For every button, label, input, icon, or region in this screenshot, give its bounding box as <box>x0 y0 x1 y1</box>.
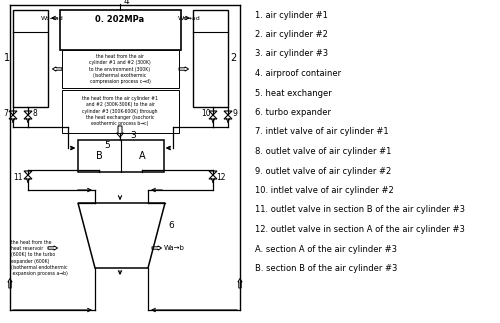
Bar <box>13 10 48 107</box>
Bar <box>62 90 179 133</box>
Text: 2: 2 <box>230 53 236 63</box>
Text: 10. intlet valve of air cylinder #2: 10. intlet valve of air cylinder #2 <box>255 186 394 195</box>
Text: 1: 1 <box>4 53 10 63</box>
Text: A: A <box>138 151 145 161</box>
Bar <box>78 140 164 172</box>
Text: 3. air cylinder #3: 3. air cylinder #3 <box>255 49 328 58</box>
Text: 5: 5 <box>104 141 110 150</box>
Text: 8. outlet valve of air cylinder #1: 8. outlet valve of air cylinder #1 <box>255 147 392 156</box>
Text: 12: 12 <box>216 173 226 182</box>
Text: 9: 9 <box>232 109 237 119</box>
Text: 4: 4 <box>124 0 130 6</box>
Text: 1. air cylinder #1: 1. air cylinder #1 <box>255 11 328 19</box>
Text: 7: 7 <box>4 109 8 119</box>
Bar <box>193 10 228 107</box>
Text: A. section A of the air cylinder #3: A. section A of the air cylinder #3 <box>255 245 397 254</box>
Text: 4. airproof container: 4. airproof container <box>255 69 341 78</box>
Text: 8: 8 <box>32 109 38 119</box>
Text: 11: 11 <box>13 173 23 182</box>
Text: Wc→ad: Wc→ad <box>40 16 64 20</box>
Text: Wa→b: Wa→b <box>164 245 185 251</box>
Text: 6: 6 <box>168 221 174 230</box>
Text: B: B <box>96 151 102 161</box>
Text: the heat from the air cylinder #1
and #2 (300K-300K) to the air
cylinder #3 (300: the heat from the air cylinder #1 and #2… <box>82 96 158 126</box>
Text: 9. outlet valve of air cylinder #2: 9. outlet valve of air cylinder #2 <box>255 166 391 175</box>
Text: 3: 3 <box>130 131 136 141</box>
Text: 11. outlet valve in section B of the air cylinder #3: 11. outlet valve in section B of the air… <box>255 205 465 214</box>
Text: 5. heat exchanger: 5. heat exchanger <box>255 89 332 98</box>
Text: Wc→ad: Wc→ad <box>178 16 201 20</box>
Text: 10: 10 <box>201 109 211 119</box>
Text: 12. outlet valve in section A of the air cylinder #3: 12. outlet valve in section A of the air… <box>255 225 465 234</box>
Text: 6. turbo expander: 6. turbo expander <box>255 108 331 117</box>
Text: 0. 202MPa: 0. 202MPa <box>96 16 144 25</box>
Text: the heat from the
heat reservoir
(600K) to the turbo
expander (600K)
(isothermal: the heat from the heat reservoir (600K) … <box>11 240 68 276</box>
Text: B. section B of the air cylinder #3: B. section B of the air cylinder #3 <box>255 264 398 273</box>
Bar <box>62 50 179 88</box>
Text: 2. air cylinder #2: 2. air cylinder #2 <box>255 30 328 39</box>
Text: 7. intlet valve of air cylinder #1: 7. intlet valve of air cylinder #1 <box>255 128 388 137</box>
Text: the heat from the air
cylinder #1 and #2 (300K)
to the environment (300K)
(isoth: the heat from the air cylinder #1 and #2… <box>89 54 151 84</box>
Bar <box>60 10 181 50</box>
